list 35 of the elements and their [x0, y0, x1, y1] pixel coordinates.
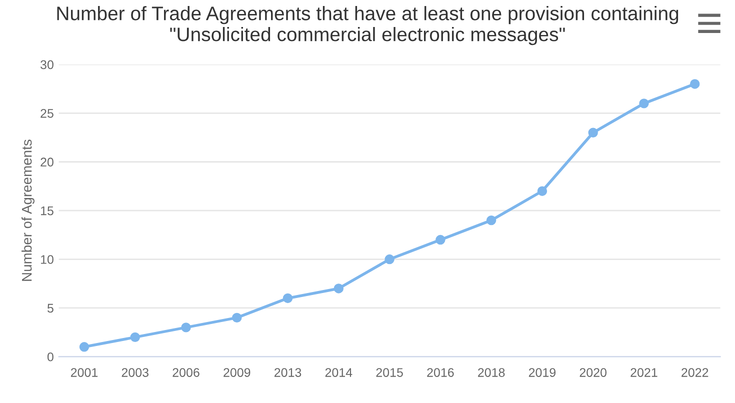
- point: [181, 322, 191, 332]
- point: [282, 293, 293, 304]
- x-tick-label: 2021: [630, 368, 658, 377]
- point: [690, 79, 700, 89]
- x-tick-label: 2018: [478, 368, 505, 377]
- x-tick-label: 2006: [172, 368, 200, 377]
- y-tick-label: 5: [47, 304, 54, 313]
- x-tick-label: 2019: [528, 368, 556, 377]
- x-tick-label: 2014: [325, 368, 352, 377]
- point: [384, 254, 394, 264]
- point: [537, 186, 548, 196]
- x-tick-label: 2022: [682, 368, 708, 377]
- x-tick-label: 2013: [274, 368, 302, 377]
- x-tick-label: 2015: [376, 368, 403, 377]
- y-tick-label: 20: [40, 158, 54, 167]
- x-tick-label: 2001: [70, 368, 98, 377]
- y-axis-title: Number of Agreements: [22, 140, 34, 281]
- x-tick-label: 2016: [427, 368, 454, 377]
- point: [486, 215, 496, 226]
- point: [436, 234, 446, 245]
- x-tick-label: 2009: [224, 368, 250, 377]
- y-tick-label: 25: [40, 108, 54, 118]
- point: [334, 284, 344, 294]
- point: [232, 312, 242, 323]
- y-tick-label: 10: [40, 255, 54, 264]
- point: [639, 98, 649, 108]
- x-tick-label: 2020: [580, 368, 607, 377]
- chart-title: Number of Trade Agreements that have at least one provision containing "Unsolicited commercial electronic messages": [57, 6, 678, 46]
- y-tick-label: 15: [40, 206, 54, 216]
- y-tick-label: 30: [40, 60, 54, 70]
- x-tick-label: 2003: [122, 368, 148, 377]
- y-tick-label: 0: [47, 352, 54, 362]
- point: [79, 342, 90, 352]
- point: [588, 128, 598, 138]
- point: [130, 332, 140, 342]
